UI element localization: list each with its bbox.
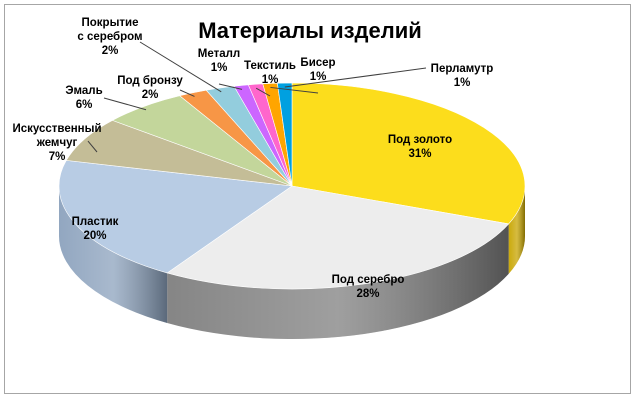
slice-label-0: Под золото 31% <box>388 134 452 160</box>
slice-side-shade-1 <box>167 223 509 340</box>
leader-line-8 <box>255 87 271 97</box>
slice-label-10: Перламутр 1% <box>431 63 494 89</box>
slice-label-1: Под серебро 28% <box>332 274 405 300</box>
slice-label-7: Металл 1% <box>198 48 240 74</box>
pie-slice-1 <box>166 185 510 290</box>
leader-line-9 <box>270 86 319 94</box>
leader-line-4 <box>103 97 147 111</box>
slice-label-8: Текстиль 1% <box>244 60 296 86</box>
pie-sides <box>59 186 525 340</box>
pie-slices <box>58 82 526 290</box>
pie-slice-10 <box>277 82 293 187</box>
leader-line-5 <box>179 89 195 97</box>
slice-label-2: Пластик 20% <box>72 216 119 242</box>
slice-label-4: Эмаль 6% <box>65 85 102 111</box>
leader-lines <box>87 41 427 153</box>
pie-slice-2 <box>58 160 293 274</box>
leader-line-6 <box>139 41 222 93</box>
leader-line-10 <box>284 67 427 88</box>
chart-title: Материалы изделий <box>198 18 422 43</box>
slice-labels: Под золото 31% Под серебро 28% Пластик 20% Иск… <box>12 17 493 300</box>
pie-slice-0 <box>291 82 526 225</box>
slice-side-shade-2 <box>59 186 168 323</box>
slice-label-9: Бисер 1% <box>300 57 335 83</box>
slice-label-5: Под бронзу 2% <box>117 75 183 101</box>
leader-line-3 <box>87 140 98 153</box>
slice-label-6: Покрытие с серебром 2% <box>77 17 142 57</box>
slice-label-3: Искусственный жемчуг 7% <box>12 123 101 163</box>
pie-slice-3 <box>65 120 293 187</box>
leader-line-7 <box>218 83 243 90</box>
slice-side-shade-0 <box>508 186 525 274</box>
